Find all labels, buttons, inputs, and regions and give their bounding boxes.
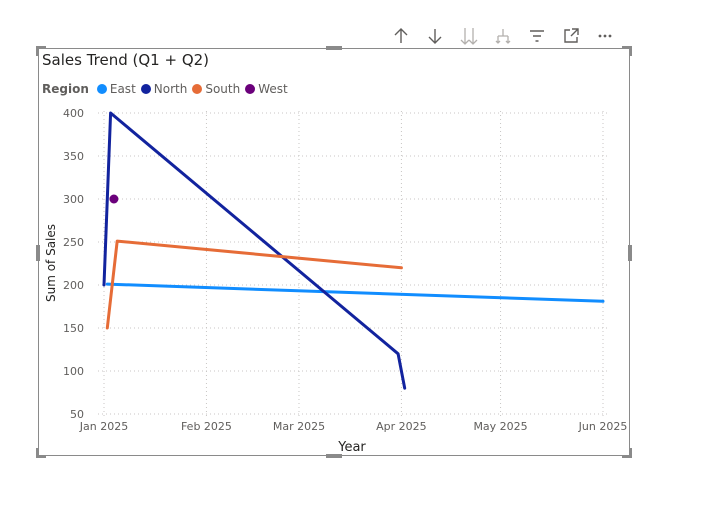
legend-title: Region — [42, 82, 89, 96]
legend-item-north[interactable]: North — [140, 82, 188, 96]
data-point-west — [109, 194, 119, 204]
x-tick-label: Feb 2025 — [181, 420, 232, 433]
legend-item-south[interactable]: South — [192, 82, 240, 96]
resize-handle-top-left[interactable] — [36, 46, 46, 49]
legend-label: South — [205, 82, 241, 96]
x-tick-label: Apr 2025 — [376, 420, 427, 433]
arrow-up-icon[interactable] — [384, 22, 418, 50]
resize-handle-bottom-right[interactable] — [622, 455, 632, 458]
double-arrow-down-icon[interactable] — [452, 22, 486, 50]
series-line-south — [105, 239, 403, 330]
y-axis-title: Sum of Sales — [44, 224, 58, 302]
legend-marker — [192, 84, 203, 94]
y-tick-label: 400 — [63, 107, 84, 120]
x-axis-title: Year — [337, 440, 366, 455]
resize-handle-bottom[interactable] — [326, 454, 342, 458]
x-tick-label: May 2025 — [473, 420, 527, 433]
resize-handle-left[interactable] — [36, 245, 40, 261]
resize-handle-top-left[interactable] — [36, 46, 39, 56]
more-options-icon[interactable] — [588, 22, 622, 50]
y-tick-label: 350 — [63, 150, 84, 163]
legend-marker — [245, 84, 256, 94]
legend-item-east[interactable]: East — [96, 82, 136, 96]
legend: Region East North South West — [42, 82, 293, 96]
y-tick-label: 50 — [70, 408, 84, 421]
arrow-down-icon[interactable] — [418, 22, 452, 50]
resize-handle-top-right[interactable] — [622, 46, 632, 49]
resize-handle-bottom-left[interactable] — [36, 455, 46, 458]
expand-hierarchy-icon[interactable] — [486, 22, 520, 50]
x-tick-label: Jan 2025 — [79, 420, 128, 433]
legend-label: West — [258, 82, 288, 96]
x-tick-label: Jun 2025 — [578, 420, 628, 433]
resize-handle-top[interactable] — [326, 46, 342, 50]
legend-marker — [140, 84, 151, 94]
y-tick-label: 150 — [63, 322, 84, 335]
y-tick-label: 200 — [63, 279, 84, 292]
legend-item-west[interactable]: West — [245, 82, 288, 96]
legend-marker — [96, 84, 107, 94]
resize-handle-top-right[interactable] — [629, 46, 632, 56]
legend-label: East — [109, 82, 136, 96]
y-tick-label: 100 — [63, 365, 84, 378]
legend-label: North — [153, 82, 188, 96]
filter-icon[interactable] — [520, 22, 554, 50]
x-tick-label: Mar 2025 — [273, 420, 325, 433]
resize-handle-bottom-left[interactable] — [36, 448, 39, 458]
y-tick-label: 250 — [63, 236, 84, 249]
chart-title: Sales Trend (Q1 + Q2) — [42, 51, 210, 69]
resize-handle-right[interactable] — [628, 245, 632, 261]
y-tick-label: 300 — [63, 193, 84, 206]
visual-header-toolbar — [384, 22, 622, 50]
series-line-north — [102, 111, 407, 390]
series-line-east — [105, 282, 605, 303]
focus-mode-icon[interactable] — [554, 22, 588, 50]
resize-handle-bottom-right[interactable] — [629, 448, 632, 458]
